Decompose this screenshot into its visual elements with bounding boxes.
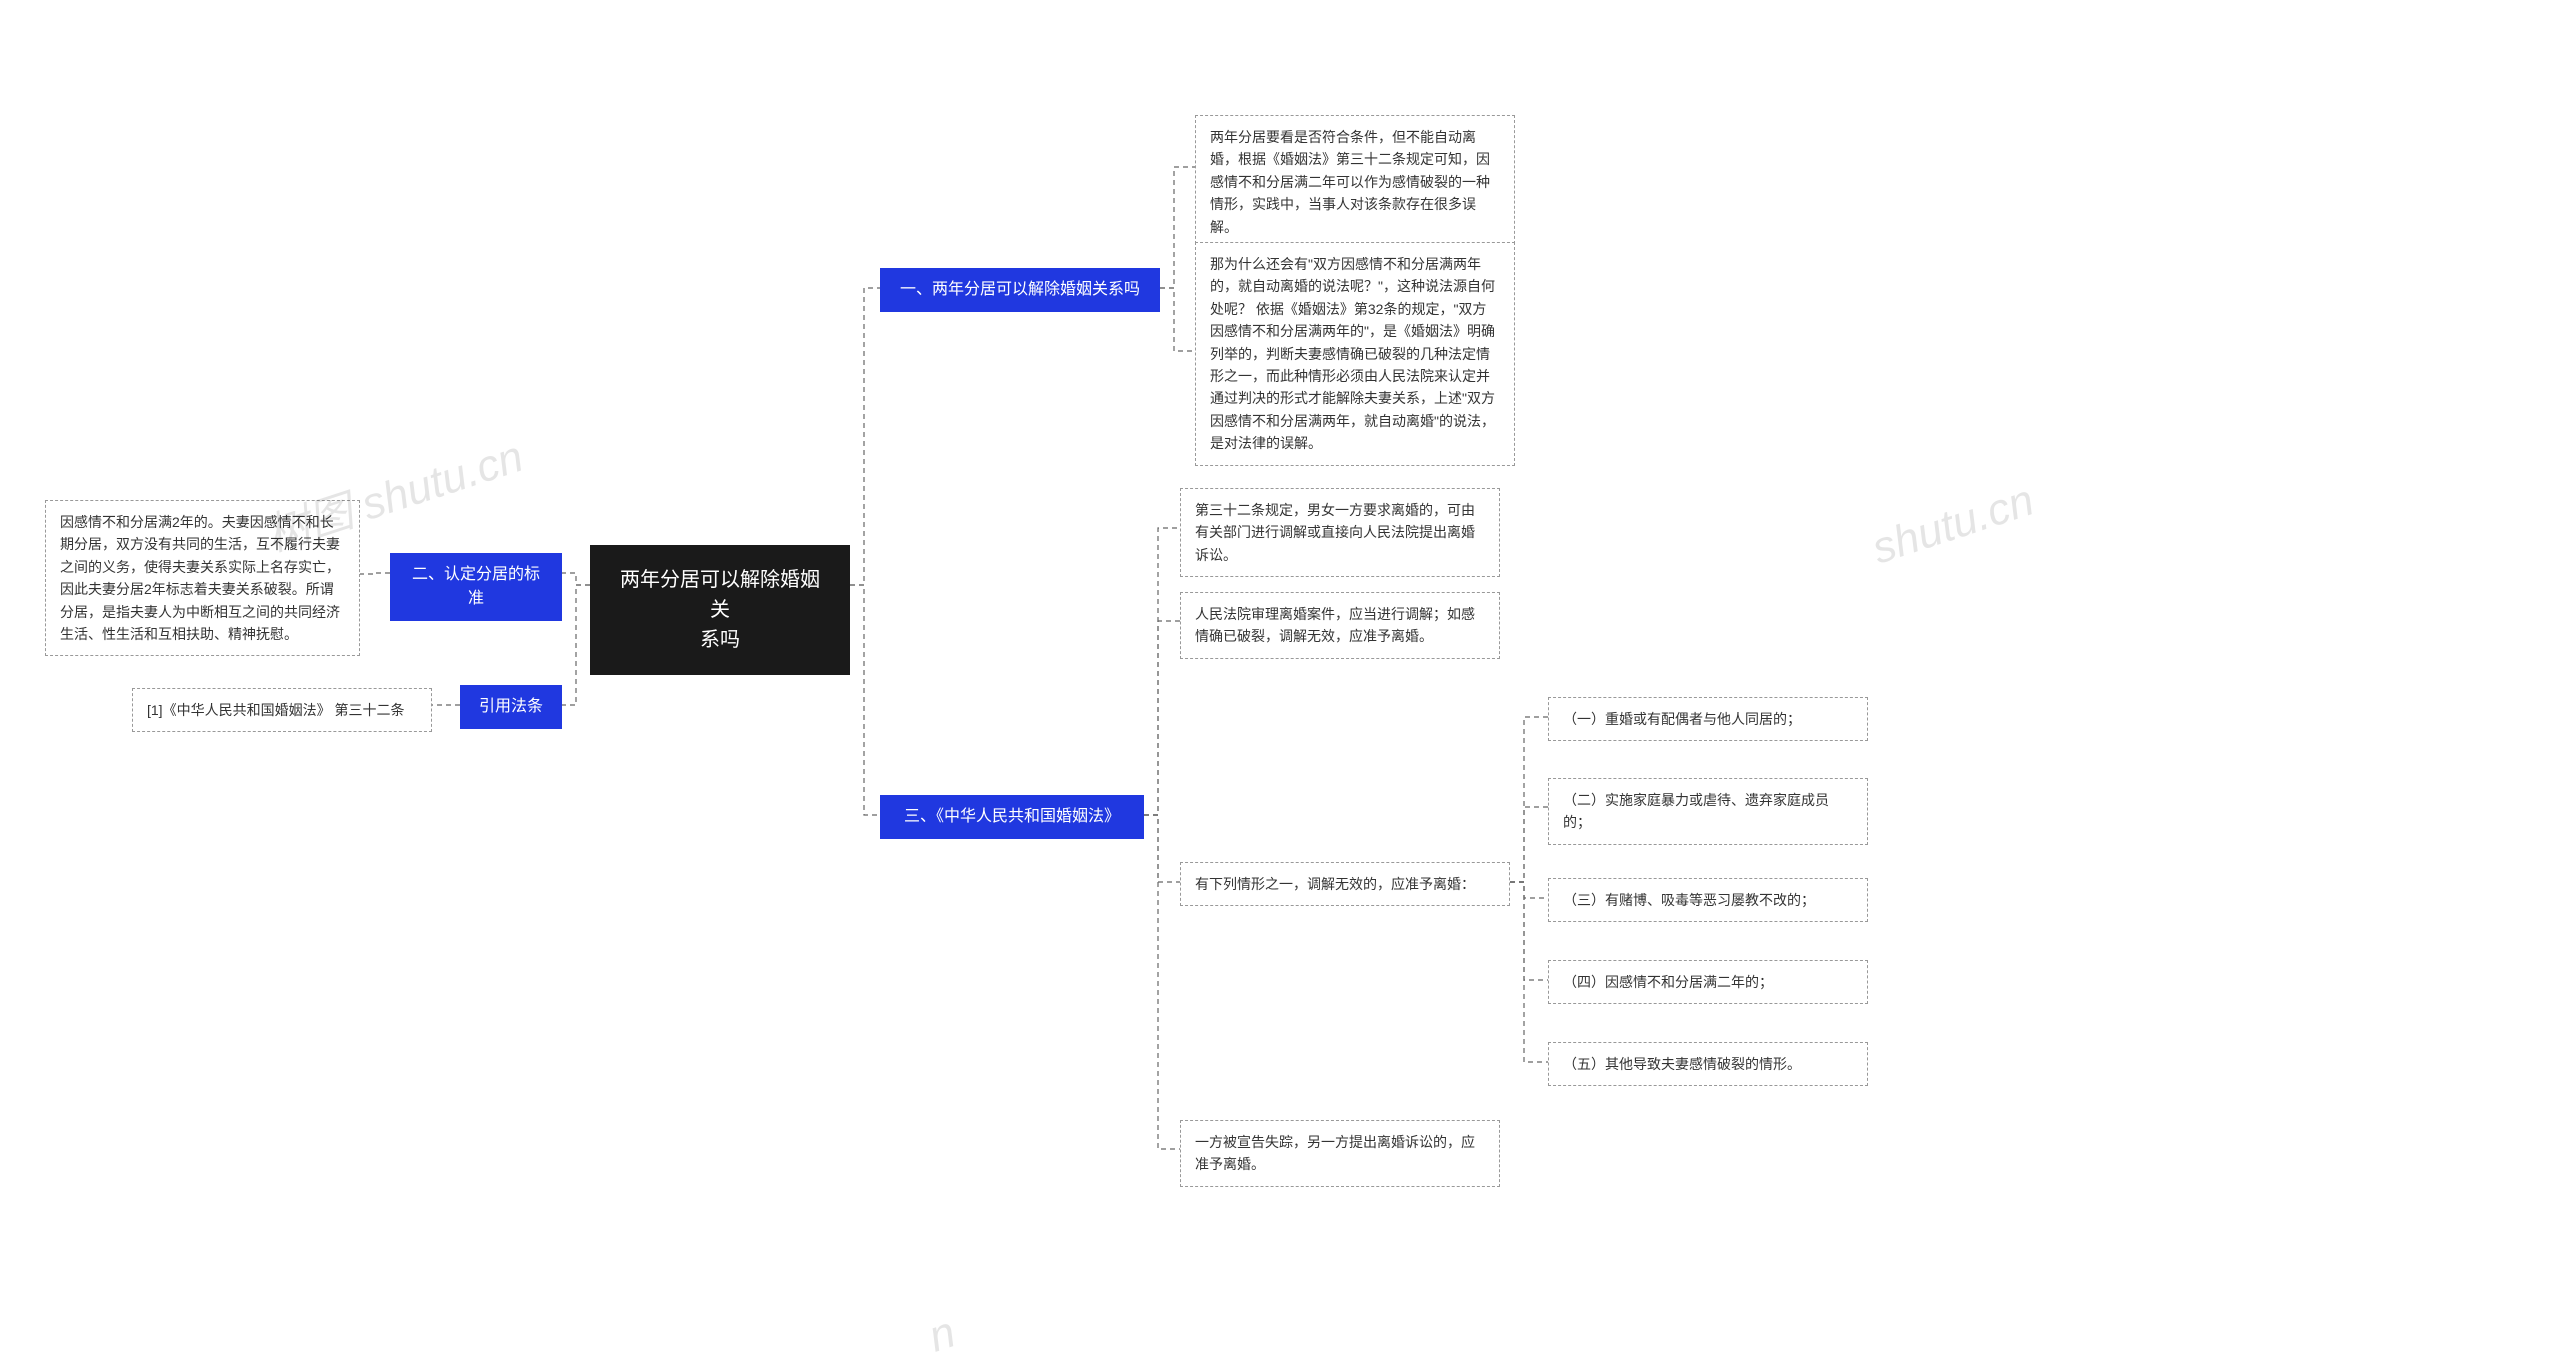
watermark-1: shutu.cn (1866, 476, 2040, 575)
branch-blaw: 引用法条 (460, 685, 562, 729)
leaf-b1c1: 两年分居要看是否符合条件，但不能自动离婚，根据《婚姻法》第三十二条规定可知，因感… (1195, 115, 1515, 249)
leaf-b3c3c: （三）有赌博、吸毒等恶习屡教不改的； (1548, 878, 1868, 922)
leaf-blawc1: [1]《中华人民共和国婚姻法》 第三十二条 (132, 688, 432, 732)
leaf-b1c2: 那为什么还会有"双方因感情不和分居满两年的，就自动离婚的说法呢？"，这种说法源自… (1195, 242, 1515, 466)
leaf-b2c1: 因感情不和分居满2年的。夫妻因感情不和长期分居，双方没有共同的生活，互不履行夫妻… (45, 500, 360, 656)
leaf-b3c4: 一方被宣告失踪，另一方提出离婚诉讼的，应准予离婚。 (1180, 1120, 1500, 1187)
leaf-b3c3d: （四）因感情不和分居满二年的； (1548, 960, 1868, 1004)
root-title-line1: 两年分居可以解除婚姻关 (614, 565, 826, 625)
leaf-b3c2: 人民法院审理离婚案件，应当进行调解；如感情确已破裂，调解无效，应准予离婚。 (1180, 592, 1500, 659)
branch-b2: 二、认定分居的标准 (390, 553, 562, 621)
leaf-b3c3e: （五）其他导致夫妻感情破裂的情形。 (1548, 1042, 1868, 1086)
leaf-b3c3: 有下列情形之一，调解无效的，应准予离婚： (1180, 862, 1510, 906)
leaf-b3c3a: （一）重婚或有配偶者与他人同居的； (1548, 697, 1868, 741)
leaf-b3c1: 第三十二条规定，男女一方要求离婚的，可由有关部门进行调解或直接向人民法院提出离婚… (1180, 488, 1500, 577)
branch-b3: 三、《中华人民共和国婚姻法》 (880, 795, 1144, 839)
root-node: 两年分居可以解除婚姻关系吗 (590, 545, 850, 675)
root-title-line2: 系吗 (614, 625, 826, 655)
branch-b1: 一、两年分居可以解除婚姻关系吗 (880, 268, 1160, 312)
watermark-2: n (923, 1307, 962, 1362)
leaf-b3c3b: （二）实施家庭暴力或虐待、遗弃家庭成员的； (1548, 778, 1868, 845)
